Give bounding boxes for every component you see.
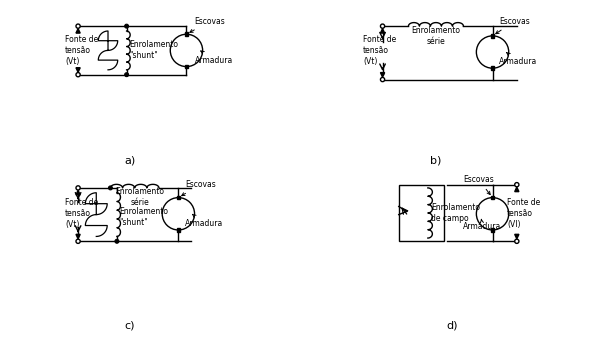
Polygon shape (515, 234, 519, 239)
Polygon shape (76, 190, 80, 195)
Text: Escovas: Escovas (190, 17, 225, 32)
Text: Armadura: Armadura (185, 214, 223, 228)
Circle shape (515, 183, 519, 187)
Circle shape (115, 239, 119, 243)
Bar (185, 65, 188, 68)
Bar (491, 196, 494, 200)
Circle shape (125, 73, 129, 76)
Text: Enrolamento
de campo: Enrolamento de campo (431, 203, 480, 223)
Circle shape (108, 186, 113, 190)
Polygon shape (76, 68, 80, 72)
Bar (176, 228, 180, 232)
Circle shape (125, 24, 129, 28)
Circle shape (76, 186, 80, 190)
Text: a): a) (124, 155, 135, 165)
Text: Armadura: Armadura (499, 53, 537, 66)
Text: Enrolamento
"shunt": Enrolamento "shunt" (129, 40, 178, 60)
Text: Escovas: Escovas (182, 180, 216, 196)
Text: Enrolamento
série: Enrolamento série (411, 26, 461, 46)
Bar (185, 32, 188, 36)
Text: c): c) (125, 320, 135, 330)
Circle shape (76, 72, 80, 77)
Circle shape (380, 24, 384, 28)
Circle shape (515, 239, 519, 243)
Text: Enrolamento
"shunt": Enrolamento "shunt" (119, 207, 168, 227)
Text: Escovas: Escovas (464, 175, 494, 194)
Text: Armadura: Armadura (464, 219, 502, 231)
Polygon shape (380, 72, 384, 77)
Text: Fonte de
tensão
(Vt): Fonte de tensão (Vt) (65, 35, 98, 66)
Text: Escovas: Escovas (496, 17, 530, 34)
Text: Fonte de
tensão
(VI): Fonte de tensão (VI) (507, 198, 541, 229)
Text: Fonte de
tensão
(Vt): Fonte de tensão (Vt) (363, 35, 396, 66)
Text: d): d) (446, 320, 458, 330)
Bar (491, 66, 494, 70)
Circle shape (76, 24, 80, 28)
Bar (491, 228, 494, 232)
Circle shape (380, 78, 384, 82)
Text: b): b) (430, 155, 442, 165)
Text: Fonte de
tensão
(Vt): Fonte de tensão (Vt) (65, 198, 98, 229)
Polygon shape (76, 234, 80, 239)
Polygon shape (515, 187, 519, 192)
Bar (491, 34, 494, 38)
Text: Enrolamento
série: Enrolamento série (115, 187, 164, 207)
Bar (176, 196, 180, 200)
Polygon shape (76, 29, 80, 33)
Circle shape (76, 239, 80, 243)
Polygon shape (380, 29, 384, 33)
Text: Armadura: Armadura (194, 51, 233, 65)
Bar (399, 185, 444, 241)
